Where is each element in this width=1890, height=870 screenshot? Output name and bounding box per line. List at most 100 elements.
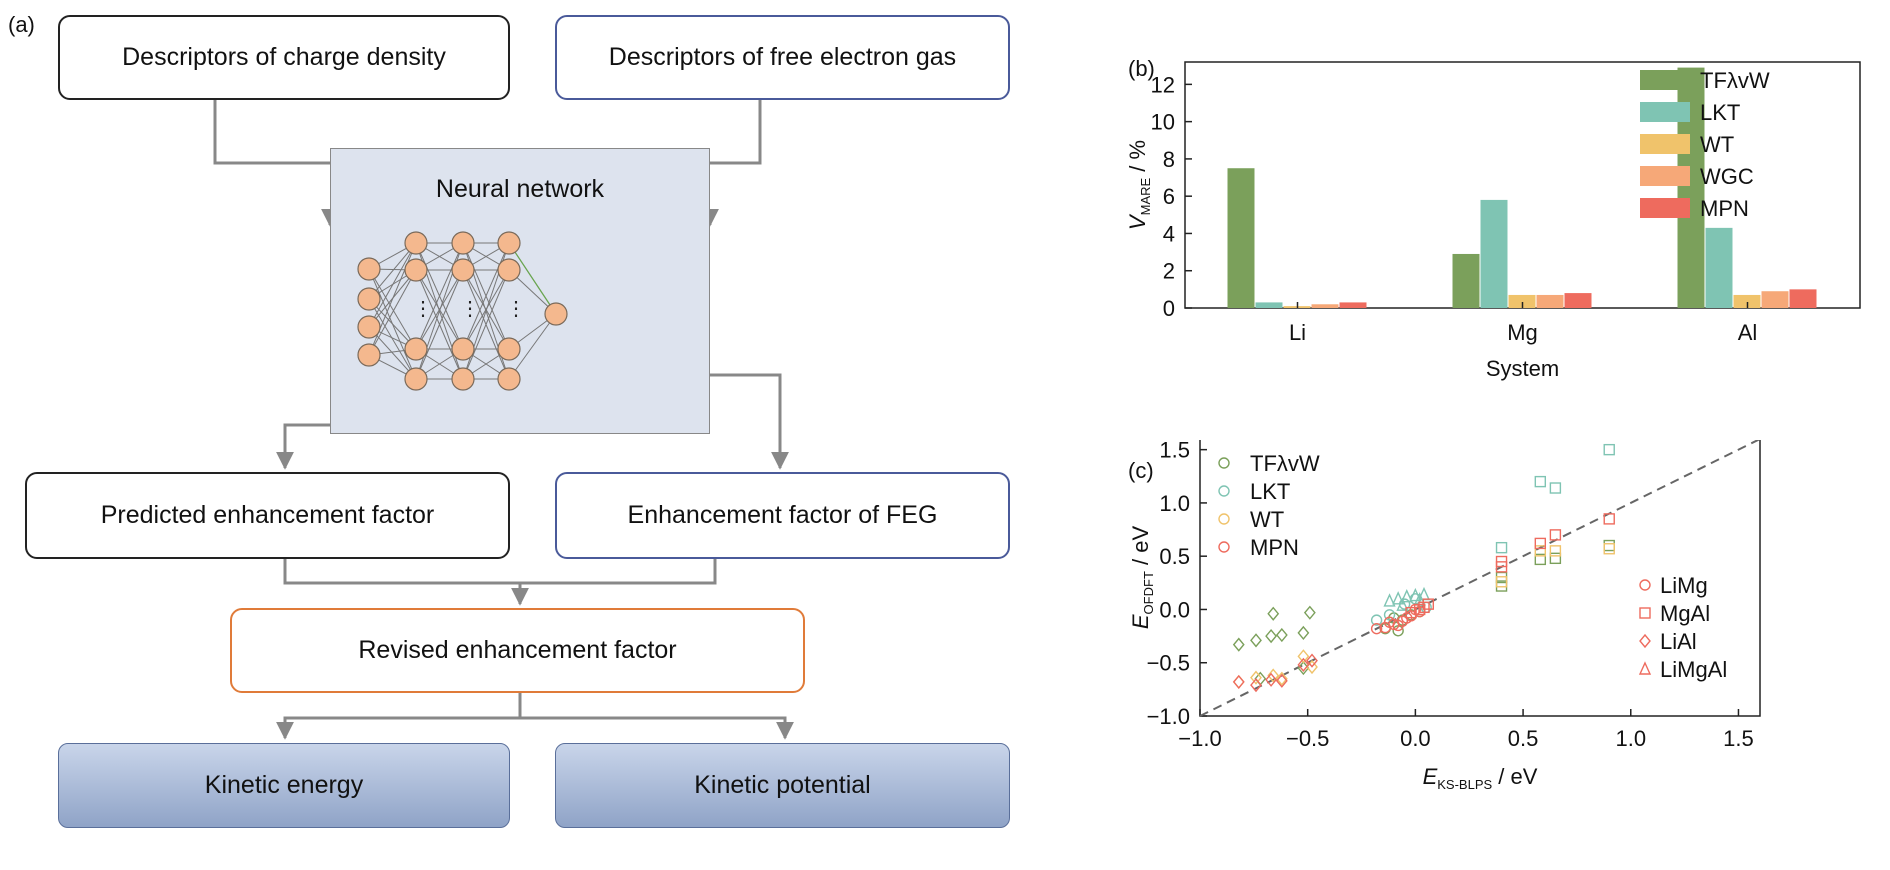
y-tick-label: 10 [1151,110,1175,135]
legend-system-0: LiMg [1660,573,1708,598]
predicted-factor-label: Predicted enhancement factor [100,501,435,529]
nn-ellipsis: ⋮ [413,298,433,320]
bar-lkt-al [1705,227,1733,308]
connector-charge-to-nn [213,100,330,165]
kinetic-potential-label: Kinetic potential [694,771,871,799]
y-tick-label: −1.0 [1147,704,1190,729]
point-mpn-mgal [1534,537,1547,550]
revised-factor-label: Revised enhancement factor [358,636,677,664]
point-tfλvw-lial [1265,629,1277,644]
legend-label-0: TFλvW [1700,68,1770,93]
nn-node [497,367,521,391]
point-lkt-limgal [1400,588,1413,603]
connector-merge [283,558,717,585]
point-tfλvw-mgal [1534,553,1547,566]
point-mpn-lial [1265,672,1277,687]
point-mpn-mgal [1495,561,1508,573]
legend-swatch-1 [1640,102,1690,122]
kinetic-energy-label: Kinetic energy [204,771,364,799]
point-lkt-limgal [1383,593,1396,607]
feg-factor-label: Enhancement factor of FEG [627,501,938,529]
bar-wgc-li [1311,304,1339,308]
plot-frame [1184,61,1861,309]
legend-label-3: WGC [1700,164,1754,189]
neural-network-panel: Neural network ⋮ ⋮ ⋮ [330,148,710,434]
legend-label-1: LKT [1700,100,1740,125]
legend-system-3: LiMgAl [1660,657,1727,682]
legend-system-1: MgAl [1660,601,1710,626]
point-wt-lial [1267,668,1280,683]
point-lkt-mgal [1534,475,1547,488]
point-lkt-limg [1383,609,1396,621]
x-tick-label: Al [1738,320,1758,345]
nn-edges [368,242,557,380]
legend-swatch-2 [1640,134,1690,154]
x-tick-label: −0.5 [1286,726,1329,751]
point-lkt-mgal [1495,541,1508,554]
legend-swatch-3 [1640,166,1690,186]
nn-node [357,257,381,281]
x-tick-label: Li [1289,320,1306,345]
point-tfλvw-lial [1232,637,1245,652]
legend-method-0: TFλvW [1250,451,1320,476]
point-wt-mgal [1549,545,1562,557]
point-mpn-mgal_small [1405,606,1417,619]
point-tfλvw-mgal [1603,539,1615,552]
descriptors-feg-label: Descriptors of free electron gas [608,43,957,71]
point-mpn-mgal [1549,529,1562,541]
connector-feg-to-nn [710,100,762,165]
neural-network-graph: ⋮ ⋮ ⋮ [357,231,568,391]
nn-ellipsis: ⋮ [506,298,526,320]
nn-node [357,315,381,339]
nn-node [451,367,475,391]
y-tick-label: 8 [1163,147,1175,172]
legend-method-1: LKT [1250,479,1290,504]
x-axis-label: System [1486,356,1559,381]
legend-system-marker-2 [1639,633,1651,649]
point-wt-lial [1250,670,1262,685]
point-lkt-limgal [1392,591,1405,605]
point-mpn-lial [1250,678,1262,693]
y-tick-label: 2 [1163,259,1175,284]
legend-method-2: WT [1250,507,1284,532]
nn-ellipsis: ⋮ [460,298,480,320]
nn-node [544,302,568,326]
nn-node [357,287,381,311]
scatter-chart: −1.0 −0.5 0.0 0.5 1.0 1.5 −1.0 −0.5 0.0 0.5 1.0 1.5… [1128,440,1761,792]
point-mpn-limg [1370,622,1383,635]
revised-factor-box: Revised enhancement factor [230,608,805,693]
bar-wt-al [1733,294,1761,308]
nn-node [404,258,428,282]
point-mpn-mgal_small [1422,598,1435,610]
point-lkt-limg [1398,598,1411,610]
x-tick-label: Mg [1507,320,1538,345]
point-wt-mgal [1495,576,1508,588]
point-wt-mgal [1603,543,1615,555]
predicted-factor-box: Predicted enhancement factor [25,472,510,559]
bar-mpn-mg [1564,293,1592,308]
x-tick-label: 1.0 [1615,726,1646,751]
point-mpn-mgal [1603,513,1615,525]
bar-tfλvw-li [1227,168,1255,308]
y-axis-label: EOFDFT / eV [1128,526,1156,630]
legend-method-3: MPN [1250,535,1299,560]
point-tfλvw-lial [1297,625,1310,640]
x-tick-label: 1.5 [1723,726,1754,751]
panel-b-label: (b) [1128,56,1155,81]
bar-wt-mg [1508,294,1536,308]
connector-nn-to-predicted [276,423,330,470]
nn-node [451,231,475,255]
plot-frame [1199,440,1761,717]
legend-label-2: WT [1700,132,1734,157]
legend-marker-0 [1218,457,1230,469]
nn-node [451,337,475,361]
legend-marker-2 [1218,513,1230,525]
nn-node [497,337,521,361]
point-tfλvw-lial [1250,633,1262,648]
y-tick-label: 0 [1163,296,1175,321]
connector-nn-to-fegfactor [710,373,789,470]
x-tick-label: 0.5 [1508,726,1539,751]
y-tick-label: 12 [1151,72,1175,97]
point-lkt-mgal [1549,482,1562,494]
bar-lkt-mg [1480,199,1508,308]
